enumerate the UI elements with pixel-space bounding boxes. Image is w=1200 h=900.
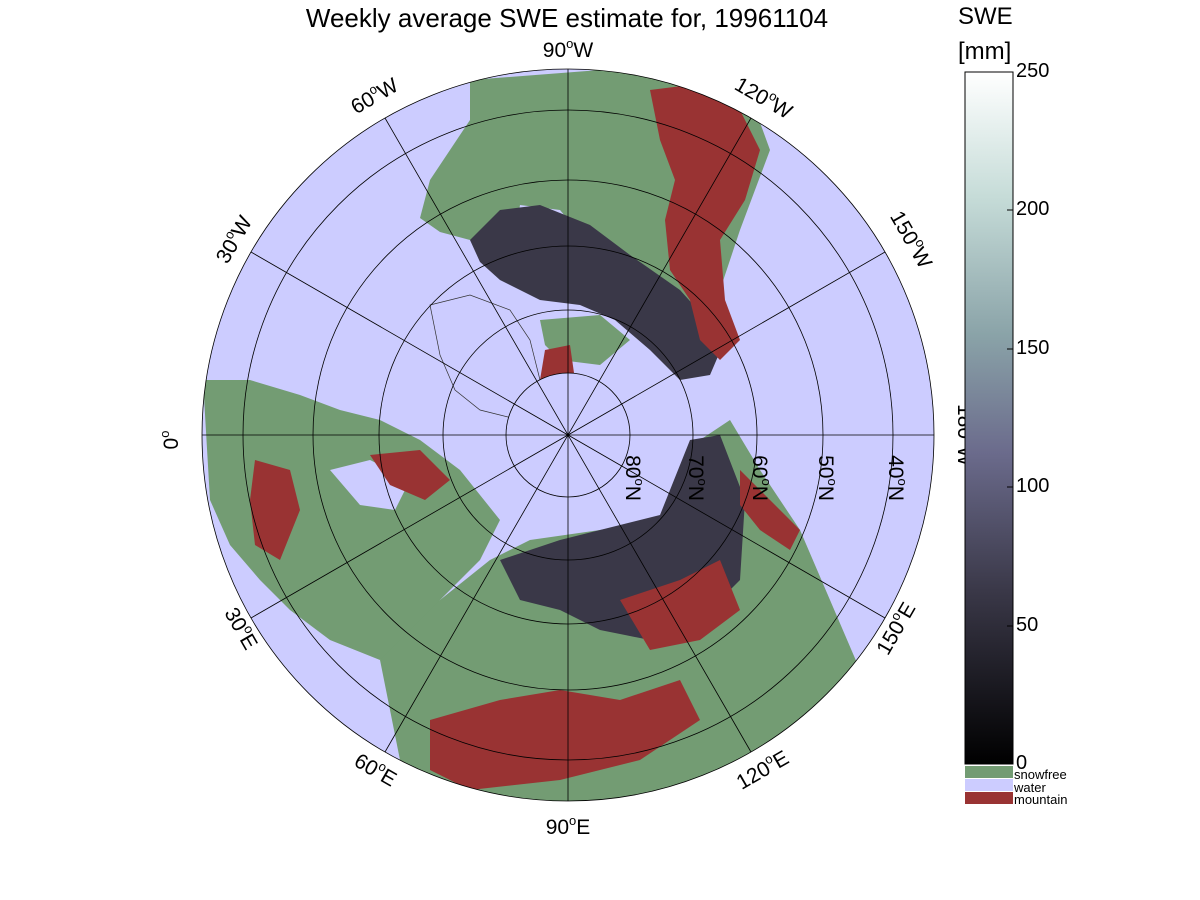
- label-90w: 90oW: [543, 36, 594, 62]
- legend-mountain-label: mountain: [1014, 792, 1068, 807]
- legend-snowfree-label: snowfree: [1014, 767, 1067, 782]
- colorbar-tick-250: 250: [1016, 60, 1050, 82]
- alps-mountains: [250, 460, 300, 560]
- label-150w: 150oW: [885, 206, 939, 273]
- colorbar-tick-200: 200: [1016, 198, 1050, 220]
- label-90e: 90oE: [546, 813, 591, 839]
- colorbar-ticks: [1007, 71, 1013, 765]
- colorbar-tick-0: 0: [1016, 752, 1028, 774]
- colorbar-unit: [mm]: [958, 38, 1012, 65]
- europe-land: [203, 380, 500, 660]
- colorbar-tick-150: 150: [1016, 337, 1050, 359]
- legend-snowfree-swatch: [965, 766, 1013, 778]
- colorbar-title: SWE: [958, 3, 1013, 30]
- scandinavia-mountains: [370, 450, 450, 500]
- kamchatka-mountains: [740, 470, 800, 550]
- label-70n: 70oN: [684, 455, 710, 501]
- label-50n: 50oN: [814, 455, 840, 501]
- label-80n: 80oN: [621, 455, 647, 501]
- central-asia-mountains: [430, 680, 700, 790]
- east-siberia-mountains: [620, 560, 740, 650]
- colorbar-tick-50: 50: [1016, 614, 1039, 636]
- label-60w: 60oW: [346, 71, 403, 119]
- rocky-mountains: [650, 85, 760, 360]
- legend-mountain-swatch: [965, 792, 1013, 804]
- colorbar-gradient: [964, 71, 1014, 765]
- meridian-120e-60w: [384, 117, 752, 753]
- parallel-labels: 80oN 70oN 60oN 50oN 40oN: [621, 455, 910, 501]
- label-40n: 40oN: [884, 455, 910, 501]
- label-0: 0o: [157, 431, 183, 450]
- map-title: Weekly average SWE estimate for, 1996110…: [305, 3, 829, 33]
- colorbar-tick-100: 100: [1016, 475, 1050, 497]
- legend-water-swatch: [965, 779, 1013, 791]
- graticule: [201, 68, 935, 802]
- label-60n: 60oN: [748, 455, 774, 501]
- legend-water-label: water: [1014, 780, 1046, 795]
